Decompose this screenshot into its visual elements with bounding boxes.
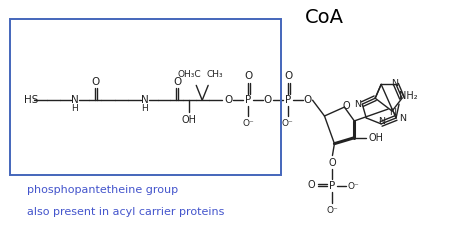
Text: O⁻: O⁻ xyxy=(282,119,293,128)
Text: HS: HS xyxy=(24,95,38,105)
Text: O⁻: O⁻ xyxy=(242,119,254,128)
Text: H: H xyxy=(141,103,148,112)
Text: O: O xyxy=(308,180,315,190)
Text: OH: OH xyxy=(182,115,197,125)
Text: NH₂: NH₂ xyxy=(399,91,417,101)
Text: O⁻: O⁻ xyxy=(347,182,359,191)
Text: O: O xyxy=(245,71,253,82)
Text: O⁻: O⁻ xyxy=(327,206,338,215)
Text: N: N xyxy=(378,117,384,126)
Text: CH₃: CH₃ xyxy=(207,70,223,79)
Bar xyxy=(10,18,281,175)
Text: N: N xyxy=(400,114,407,123)
Text: N: N xyxy=(390,108,397,117)
Text: P: P xyxy=(329,181,336,191)
Text: N: N xyxy=(354,100,361,109)
Text: O: O xyxy=(303,95,312,105)
Text: also present in acyl carrier proteins: also present in acyl carrier proteins xyxy=(27,207,225,218)
Text: O: O xyxy=(284,71,293,82)
Text: H: H xyxy=(72,103,78,112)
Text: O: O xyxy=(328,158,336,168)
Text: CoA: CoA xyxy=(305,8,344,27)
Text: N: N xyxy=(71,95,79,105)
Text: O: O xyxy=(91,77,100,87)
Text: N: N xyxy=(141,95,148,105)
Text: O: O xyxy=(264,95,272,105)
Text: P: P xyxy=(245,95,251,105)
Text: O: O xyxy=(224,95,232,105)
Text: O: O xyxy=(343,101,350,111)
Text: phosphopantetheine group: phosphopantetheine group xyxy=(27,185,178,195)
Text: P: P xyxy=(284,95,291,105)
Text: N: N xyxy=(392,79,399,88)
Text: OH: OH xyxy=(369,133,383,143)
Text: OH₃C: OH₃C xyxy=(177,70,201,79)
Text: O: O xyxy=(173,77,182,87)
